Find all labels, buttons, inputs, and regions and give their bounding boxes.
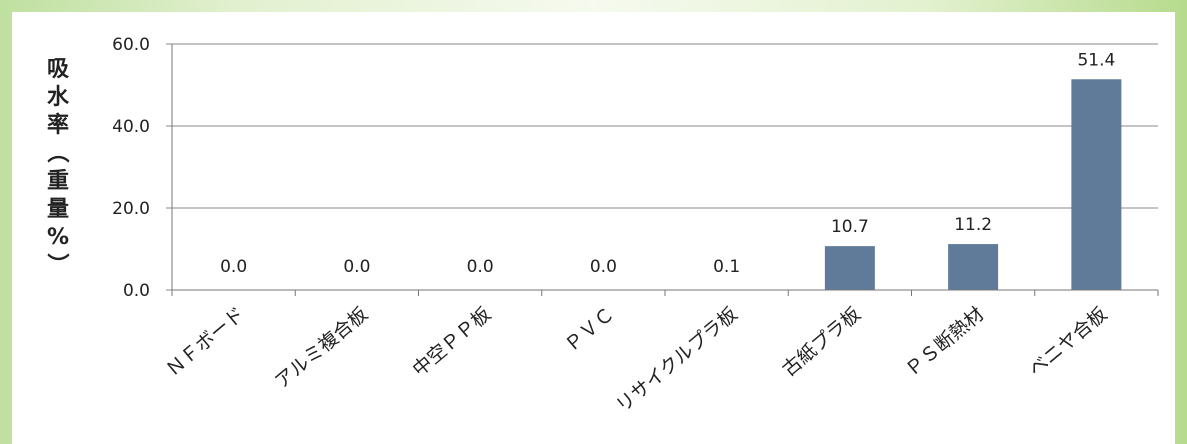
data-label: 0.1 [713, 257, 740, 277]
chart-panel [12, 12, 1175, 444]
bar [1071, 79, 1122, 290]
x-category-label: リサイクルプラ板 [612, 303, 742, 417]
y-axis-label-char: 吸 [47, 57, 70, 82]
y-tick-label: 60.0 [112, 35, 150, 55]
data-label: 51.4 [1077, 50, 1115, 70]
x-category-label: アルミ複合板 [271, 303, 372, 393]
data-label: 11.2 [954, 215, 992, 235]
y-axis-label-char: % [47, 225, 69, 250]
y-axis-label-char: 量 [47, 197, 69, 222]
axes [171, 44, 1159, 296]
x-category-label: ＰＶＣ [561, 303, 619, 357]
data-label: 0.0 [220, 257, 247, 277]
x-category-label: 古紙プラ板 [778, 303, 865, 381]
y-tick-label: 0.0 [123, 281, 150, 301]
y-axis-label-char: 重 [47, 169, 69, 194]
y-axis-label-char: 水 [47, 85, 70, 110]
x-category-label: 中空ＰＰ板 [408, 303, 495, 381]
y-axis-label-char: 率 [47, 112, 69, 138]
y-axis-label: 吸水率 （ 重量% ） [44, 57, 70, 275]
bar [824, 246, 875, 290]
x-category-label: ＮＦボード [162, 303, 249, 381]
data-label: 0.0 [343, 257, 370, 277]
y-axis-ticks: 0.0 20.0 40.0 60.0 [112, 35, 172, 301]
data-label: 0.0 [467, 257, 494, 277]
y-axis-label-char: （ [44, 141, 69, 163]
y-axis-label-char: ） [44, 253, 69, 275]
data-labels: 0.0 0.0 0.0 0.0 0.1 10.7 11.2 51.4 [220, 50, 1115, 277]
gridlines [172, 43, 1158, 291]
data-label: 0.0 [590, 257, 617, 277]
bar [948, 244, 999, 290]
y-tick-label: 20.0 [112, 199, 150, 219]
x-category-label: ベニヤ合板 [1025, 303, 1112, 381]
y-tick-label: 40.0 [112, 117, 150, 137]
data-label: 10.7 [831, 217, 869, 237]
x-category-label: ＰＳ断熱材 [901, 303, 988, 381]
bars [824, 79, 1122, 290]
